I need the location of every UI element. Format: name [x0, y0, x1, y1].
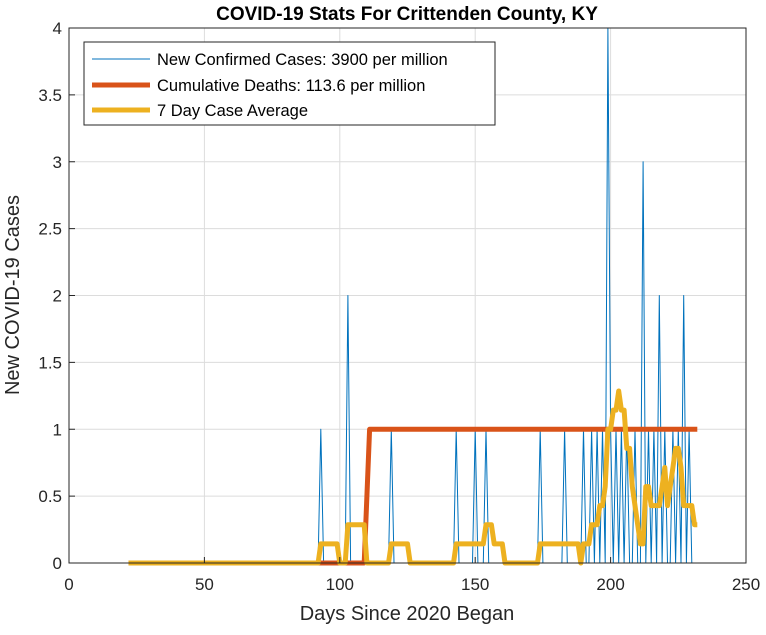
x-tick-label: 200 [596, 575, 624, 594]
x-tick-label: 150 [461, 575, 489, 594]
y-tick-label: 1 [53, 420, 62, 439]
chart-title: COVID-19 Stats For Crittenden County, KY [216, 4, 598, 25]
y-tick-label: 2 [53, 287, 62, 306]
y-tick-label: 3.5 [38, 86, 62, 105]
series-7day-average-line [128, 388, 698, 566]
legend-box [83, 41, 496, 126]
ticks: 0 50 100 150 200 250 0 0.5 1 1.5 2 2.5 3 3.5 4 [38, 19, 760, 594]
y-axis-label: New COVID-19 Cases [2, 195, 24, 395]
x-tick-label: 100 [326, 575, 354, 594]
y-tick-label: 0 [53, 554, 62, 573]
y-tick-label: 1.5 [38, 353, 62, 372]
y-tick-label: 0.5 [38, 487, 62, 506]
x-tick-label: 50 [195, 575, 214, 594]
x-axis-label: Days Since 2020 Began [300, 603, 515, 625]
legend-label-deaths: Cumulative Deaths: 113.6 per million [157, 77, 425, 95]
y-tick-label: 3 [53, 153, 62, 172]
x-tick-label: 0 [64, 575, 73, 594]
y-tick-label: 4 [53, 19, 62, 38]
legend-label-new-cases: New Confirmed Cases: 3900 per million [157, 51, 448, 69]
legend: New Confirmed Cases: 3900 per million Cu… [83, 41, 496, 126]
y-tick-label: 2.5 [38, 220, 62, 239]
x-tick-label: 250 [732, 575, 760, 594]
legend-label-7day-average: 7 Day Case Average [157, 102, 308, 120]
